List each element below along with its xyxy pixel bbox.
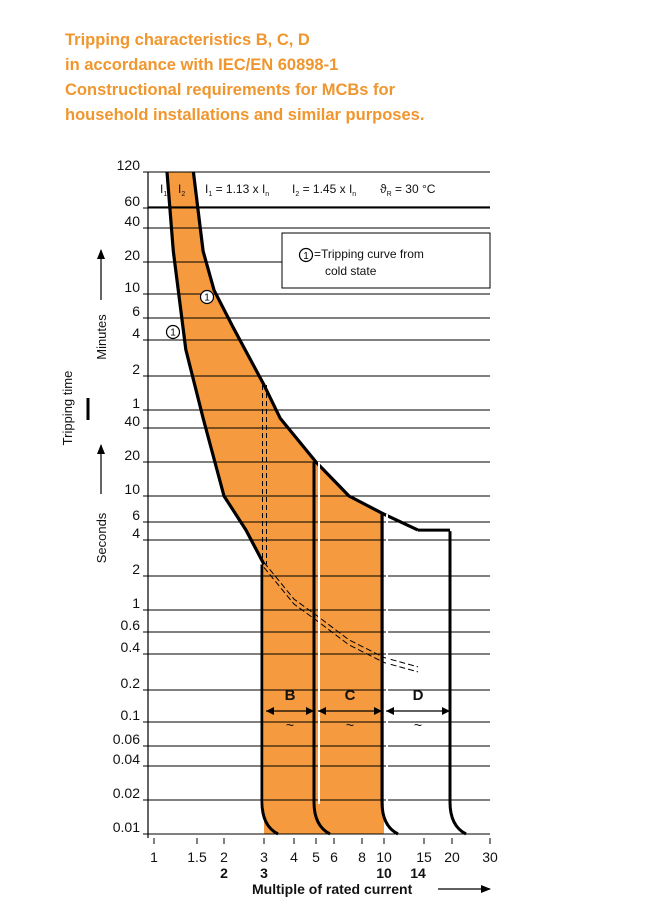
x-tick-label: 10 xyxy=(376,849,392,865)
y-tick-label: 20 xyxy=(124,247,140,263)
y-tick-label: 4 xyxy=(132,525,140,541)
x-tick-label: 4 xyxy=(290,849,298,865)
y-tick-label: 10 xyxy=(124,279,140,295)
formula-i2: I2 = 1.45 x In xyxy=(292,182,356,198)
heading-line-2: in accordance with IEC/EN 60898-1 xyxy=(65,56,339,74)
y-tick-label: 0.2 xyxy=(121,675,141,691)
y-tick-label: 0.6 xyxy=(121,617,141,633)
y-tick-label: 0.1 xyxy=(121,707,141,723)
x-tick-label: 1 xyxy=(150,849,158,865)
y-tick-label: 0.04 xyxy=(113,751,140,767)
band-symbol-d: ~ xyxy=(414,717,422,733)
y-tick-label: 20 xyxy=(124,447,140,463)
x-tick-label: 20 xyxy=(444,849,460,865)
x-tick-label-bold: 3 xyxy=(260,865,268,881)
band-arrowhead-right xyxy=(442,707,450,715)
legend-line-1: =Tripping curve from xyxy=(314,247,424,261)
band-arrowhead-left xyxy=(386,707,394,715)
d-max-vertical xyxy=(448,531,467,836)
upper-curve-marker-icon-label: 1 xyxy=(204,293,210,304)
lower-tripping-curve xyxy=(165,171,266,566)
svg-text:I2: I2 xyxy=(178,182,185,198)
x-tick-label: 5 xyxy=(312,849,320,865)
dashed-curve-b xyxy=(263,567,419,673)
legend: 1 =Tripping curve from cold state xyxy=(281,232,491,289)
y-axis-minutes: Minutes xyxy=(94,314,109,360)
band-symbol-c: ~ xyxy=(346,717,354,733)
lower-curve-marker-icon-label: 1 xyxy=(170,328,176,339)
y-tick-label: 2 xyxy=(132,561,140,577)
x-tick-label: 30 xyxy=(482,849,498,865)
y-tick-label: 40 xyxy=(124,413,140,429)
y-tick-label: 0.02 xyxy=(113,785,140,801)
lower-curve-marker-icon xyxy=(165,324,181,340)
x-tick-label: 15 xyxy=(416,849,432,865)
upper-curve-marker-icon xyxy=(199,289,215,305)
y-tick-label: 60 xyxy=(124,193,140,209)
chart-heading: Tripping characteristics B, C, D in acco… xyxy=(65,28,625,128)
c-min-vertical xyxy=(312,462,331,836)
x-tick-label: 1.5 xyxy=(187,849,207,865)
y-axis-seconds: Seconds xyxy=(94,512,109,563)
band-arrowhead-right xyxy=(306,707,314,715)
band-arrowhead-left xyxy=(318,707,326,715)
y-tick-label: 0.06 xyxy=(113,731,140,747)
x-tick-label: 6 xyxy=(330,849,338,865)
formula-temp: ϑR = 30 °C xyxy=(380,182,436,198)
band-symbol-b: ~ xyxy=(286,717,294,733)
x-tick-label: 2 xyxy=(220,849,228,865)
y-tick-label: 6 xyxy=(132,507,140,523)
band-label-b: B xyxy=(285,687,296,704)
x-tick-label-bold: 2 xyxy=(220,865,228,881)
y-tick-label: 2 xyxy=(132,361,140,377)
d-min-vertical xyxy=(380,514,399,836)
header-row: I1 I2 I1 = 1.13 x In I2 = 1.45 x In ϑR =… xyxy=(160,182,436,198)
heading-line-1: Tripping characteristics B, C, D xyxy=(65,31,310,49)
x-tick-label-bold: 14 xyxy=(410,865,426,881)
y-tick-label: 10 xyxy=(124,481,140,497)
formula-i1: I1 = 1.13 x In xyxy=(205,182,269,198)
svg-text:1: 1 xyxy=(303,251,309,262)
legend-marker-icon xyxy=(298,247,314,263)
heading-line-4: household installations and similar purp… xyxy=(65,106,425,124)
y-tick-label: 4 xyxy=(132,325,140,341)
x-tick-label: 8 xyxy=(358,849,366,865)
band-label-d: D xyxy=(413,687,424,704)
band-label-c: C xyxy=(345,687,356,704)
svg-text:I1: I1 xyxy=(160,182,167,198)
band-arrowhead-right xyxy=(374,707,382,715)
legend-line-2: cold state xyxy=(325,264,377,278)
band-arrowhead-left xyxy=(266,707,274,715)
y-tick-label: 0.01 xyxy=(113,819,140,835)
y-tick-label: 1 xyxy=(132,595,140,611)
dashed-curve-a xyxy=(263,562,419,668)
b-min-vertical xyxy=(260,564,279,836)
x-tick-label: 3 xyxy=(260,849,268,865)
y-tick-label: 120 xyxy=(117,157,141,173)
upper-tripping-curve xyxy=(191,171,419,532)
y-tick-label: 0.4 xyxy=(121,639,141,655)
x-tick-label-bold: 10 xyxy=(376,865,392,881)
orange-band-region xyxy=(167,172,384,834)
x-axis-title: Multiple of rated current xyxy=(252,881,413,897)
y-tick-label: 1 xyxy=(132,395,140,411)
y-tick-label: 40 xyxy=(124,213,140,229)
y-tick-label: 6 xyxy=(132,303,140,319)
heading-line-3: Constructional requirements for MCBs for xyxy=(65,81,396,99)
y-axis-title: Tripping time xyxy=(60,371,75,446)
